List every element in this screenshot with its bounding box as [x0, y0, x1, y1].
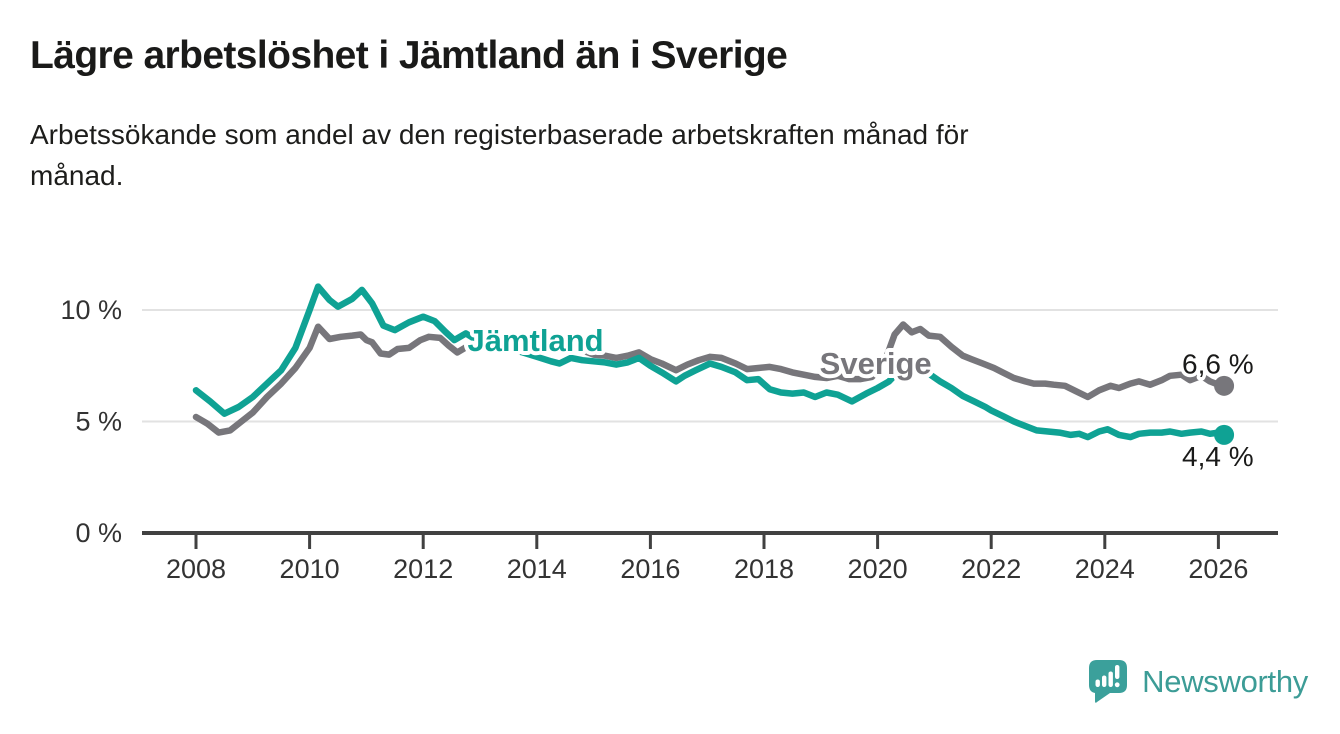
- y-axis-tick-label: 5 %: [75, 407, 122, 437]
- brand-name: Newsworthy: [1142, 663, 1308, 699]
- end-value-label-1: 4,4 %: [1182, 441, 1254, 472]
- chart-subtitle: Arbetssökande som andel av den registerb…: [30, 119, 969, 192]
- brand-footer: Newsworthy: [1088, 659, 1308, 704]
- x-axis-tick-label: 2016: [620, 554, 680, 584]
- x-axis-tick-label: 2026: [1188, 554, 1248, 584]
- series-line-0: [192, 321, 1228, 436]
- x-axis-tick-label: 2024: [1075, 554, 1135, 584]
- x-axis-tick-label: 2012: [393, 554, 453, 584]
- x-axis-tick-label: 2008: [166, 554, 226, 584]
- y-axis-tick-label: 0 %: [75, 518, 122, 548]
- series-end-dot-0: [1214, 375, 1235, 396]
- series-line-1: [192, 283, 1228, 441]
- end-value-label-0: 6,6 %: [1182, 349, 1254, 380]
- chart-header: Lägre arbetslöshet i Jämtland än i Sveri…: [30, 0, 1310, 196]
- x-axis-tick-label: 2018: [734, 554, 794, 584]
- x-axis-tick-label: 2020: [848, 554, 908, 584]
- x-axis-tick-label: 2014: [507, 554, 567, 584]
- series-label-1: Sverige: [820, 346, 932, 381]
- series-label-0: Jämtland: [468, 323, 604, 358]
- x-axis-tick-label: 2010: [280, 554, 340, 584]
- series-end-dot-1: [1214, 424, 1235, 445]
- y-axis-tick-label: 10 %: [60, 295, 122, 325]
- x-axis-tick-label: 2022: [961, 554, 1021, 584]
- chart-title: Lägre arbetslöshet i Jämtland än i Sveri…: [30, 34, 788, 77]
- newsworthy-logo-icon: [1089, 660, 1128, 703]
